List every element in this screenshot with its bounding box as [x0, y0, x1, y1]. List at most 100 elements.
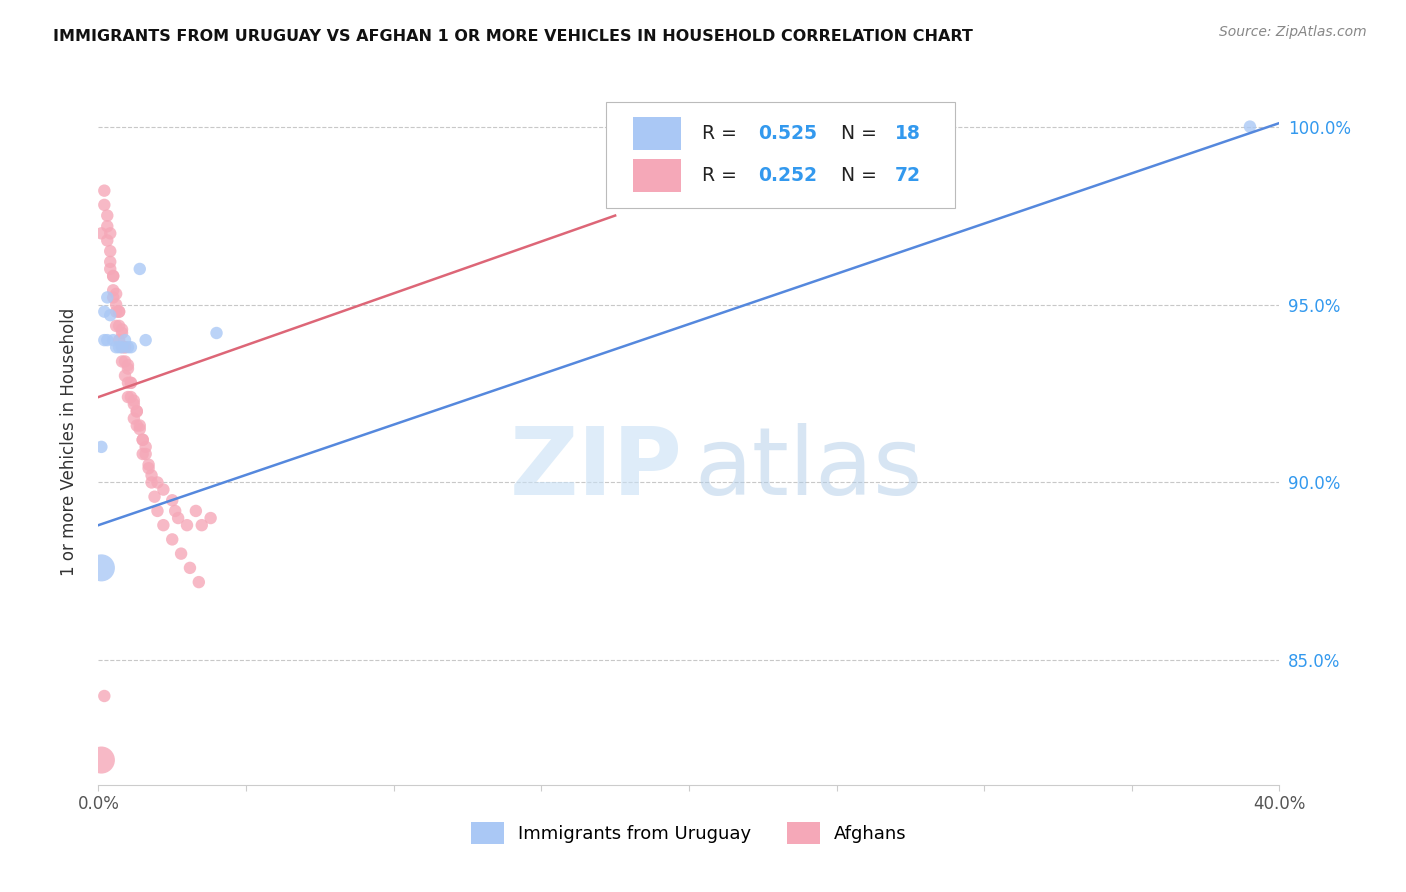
- Point: [108, 340, 131, 354]
- Point: [105, 318, 128, 333]
- Point: [141, 468, 163, 483]
- Point: [103, 268, 125, 283]
- Text: ZIP: ZIP: [510, 423, 683, 515]
- Point: [146, 504, 169, 518]
- Text: atlas: atlas: [695, 423, 924, 515]
- Legend: Immigrants from Uruguay, Afghans: Immigrants from Uruguay, Afghans: [464, 815, 914, 852]
- Point: [135, 447, 157, 461]
- Point: [205, 326, 228, 340]
- Y-axis label: 1 or more Vehicles in Household: 1 or more Vehicles in Household: [59, 308, 77, 575]
- Point: [122, 411, 145, 425]
- Point: [152, 518, 174, 533]
- Point: [90, 440, 112, 454]
- Point: [184, 504, 207, 518]
- Point: [125, 404, 148, 418]
- Point: [98, 227, 121, 241]
- Point: [105, 297, 128, 311]
- Point: [93, 333, 115, 347]
- Text: R =: R =: [702, 166, 742, 185]
- Point: [98, 262, 121, 277]
- Point: [96, 219, 118, 234]
- Point: [96, 209, 118, 223]
- Point: [128, 262, 150, 277]
- Point: [117, 361, 139, 376]
- Point: [103, 290, 125, 304]
- Point: [96, 333, 118, 347]
- FancyBboxPatch shape: [634, 118, 681, 151]
- Point: [93, 304, 115, 318]
- Point: [103, 268, 125, 283]
- Point: [96, 234, 118, 248]
- Text: IMMIGRANTS FROM URUGUAY VS AFGHAN 1 OR MORE VEHICLES IN HOUSEHOLD CORRELATION CH: IMMIGRANTS FROM URUGUAY VS AFGHAN 1 OR M…: [53, 29, 973, 44]
- Point: [111, 326, 134, 340]
- Point: [135, 440, 157, 454]
- Point: [125, 404, 148, 418]
- Point: [105, 340, 128, 354]
- Point: [114, 340, 136, 354]
- Point: [117, 358, 139, 372]
- Point: [138, 458, 160, 472]
- Point: [98, 255, 121, 269]
- Point: [90, 753, 112, 767]
- Point: [128, 422, 150, 436]
- Text: N =: N =: [841, 124, 883, 144]
- Point: [111, 322, 134, 336]
- Point: [132, 433, 155, 447]
- Point: [143, 490, 166, 504]
- Point: [90, 561, 112, 575]
- Point: [105, 304, 128, 318]
- Point: [111, 340, 134, 354]
- Point: [117, 376, 139, 390]
- Point: [108, 304, 131, 318]
- Point: [128, 418, 150, 433]
- Point: [98, 244, 121, 259]
- Point: [1239, 120, 1261, 134]
- Point: [162, 533, 183, 547]
- Point: [138, 461, 160, 475]
- Point: [132, 433, 155, 447]
- Point: [191, 518, 214, 533]
- Point: [114, 340, 136, 354]
- Point: [105, 286, 128, 301]
- Point: [120, 340, 142, 354]
- Point: [200, 511, 222, 525]
- Point: [135, 333, 157, 347]
- Point: [114, 368, 136, 383]
- Point: [165, 504, 187, 518]
- Point: [146, 475, 169, 490]
- Point: [108, 333, 131, 347]
- Point: [93, 689, 115, 703]
- Text: 72: 72: [894, 166, 921, 185]
- Text: R =: R =: [702, 124, 742, 144]
- Text: N =: N =: [841, 166, 883, 185]
- Point: [90, 227, 112, 241]
- Point: [120, 376, 142, 390]
- Point: [122, 397, 145, 411]
- Text: 0.252: 0.252: [759, 166, 818, 185]
- Point: [114, 354, 136, 368]
- Point: [103, 283, 125, 297]
- Point: [120, 390, 142, 404]
- Point: [117, 340, 139, 354]
- Point: [98, 308, 121, 322]
- Point: [132, 447, 155, 461]
- FancyBboxPatch shape: [606, 102, 955, 208]
- Point: [162, 493, 183, 508]
- Point: [152, 483, 174, 497]
- Text: 0.525: 0.525: [759, 124, 818, 144]
- Text: Source: ZipAtlas.com: Source: ZipAtlas.com: [1219, 25, 1367, 39]
- Point: [167, 511, 190, 525]
- Point: [170, 547, 193, 561]
- Point: [187, 575, 209, 590]
- Point: [122, 393, 145, 408]
- Text: 18: 18: [894, 124, 921, 144]
- Point: [179, 561, 201, 575]
- Point: [176, 518, 198, 533]
- Point: [93, 198, 115, 212]
- Point: [111, 354, 134, 368]
- Point: [93, 184, 115, 198]
- Point: [114, 333, 136, 347]
- Point: [111, 340, 134, 354]
- Point: [103, 333, 125, 347]
- Point: [125, 418, 148, 433]
